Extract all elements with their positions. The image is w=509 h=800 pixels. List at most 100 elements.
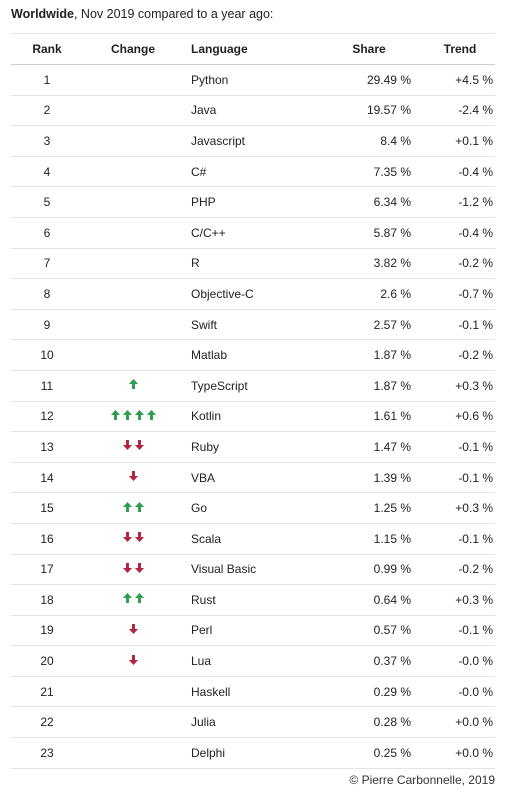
share-cell: 1.87 % xyxy=(311,339,427,371)
trend-cell: +0.1 % xyxy=(427,125,495,157)
language-cell: Perl xyxy=(183,615,311,647)
table-row: 4 C# 7.35 % -0.4 % xyxy=(11,156,495,188)
table-row: 8 Objective-C 2.6 % -0.7 % xyxy=(11,278,495,310)
change-cell xyxy=(83,584,183,616)
table-row: 14 VBA 1.39 % -0.1 % xyxy=(11,462,495,494)
table-row: 2 Java 19.57 % -2.4 % xyxy=(11,95,495,127)
rank-cell: 6 xyxy=(11,217,83,249)
trend-cell: -1.2 % xyxy=(427,186,495,218)
change-cell xyxy=(83,248,183,280)
arrow-up-icon xyxy=(122,409,132,420)
language-cell: Lua xyxy=(183,645,311,677)
share-cell: 7.35 % xyxy=(311,156,427,188)
rank-cell: 22 xyxy=(11,706,83,739)
trend-cell: -0.0 % xyxy=(427,645,495,677)
language-cell: Python xyxy=(183,64,311,96)
arrow-up-icon xyxy=(134,501,144,512)
language-cell: Scala xyxy=(183,523,311,555)
table-row: 10 Matlab 1.87 % -0.2 % xyxy=(11,339,495,371)
share-cell: 0.28 % xyxy=(311,706,427,739)
arrow-down-icon xyxy=(122,532,132,543)
language-cell: C# xyxy=(183,156,311,188)
language-cell: Julia xyxy=(183,706,311,739)
arrow-up-icon xyxy=(122,501,132,512)
header-change: Change xyxy=(83,33,183,65)
language-cell: Objective-C xyxy=(183,278,311,310)
table-row: 15 Go 1.25 % +0.3 % xyxy=(11,492,495,524)
arrow-down-icon xyxy=(134,440,144,451)
trend-cell: -0.1 % xyxy=(427,523,495,555)
trend-cell: -0.2 % xyxy=(427,339,495,371)
trend-cell: -0.4 % xyxy=(427,156,495,188)
copyright-footer: © Pierre Carbonnelle, 2019 xyxy=(349,773,495,787)
table-row: 20 Lua 0.37 % -0.0 % xyxy=(11,645,495,677)
trend-cell: +0.0 % xyxy=(427,737,495,769)
trend-cell: +4.5 % xyxy=(427,64,495,96)
arrow-down-icon xyxy=(128,470,138,482)
table-row: 6 C/C++ 5.87 % -0.4 % xyxy=(11,217,495,249)
language-cell: Java xyxy=(183,95,311,127)
share-cell: 2.6 % xyxy=(311,278,427,310)
share-cell: 6.34 % xyxy=(311,186,427,218)
table-row: 5 PHP 6.34 % -1.2 % xyxy=(11,186,495,218)
table-row: 9 Swift 2.57 % -0.1 % xyxy=(11,309,495,341)
trend-cell: +0.3 % xyxy=(427,370,495,402)
language-cell: Kotlin xyxy=(183,401,311,433)
rank-cell: 10 xyxy=(11,339,83,371)
share-cell: 0.25 % xyxy=(311,737,427,769)
change-cell xyxy=(83,278,183,310)
rank-cell: 16 xyxy=(11,523,83,555)
arrow-down-icon xyxy=(128,623,138,635)
change-indicator xyxy=(122,531,145,543)
arrow-down-icon xyxy=(122,562,132,573)
table-row: 3 Javascript 8.4 % +0.1 % xyxy=(11,125,495,157)
change-cell xyxy=(83,309,183,341)
table-body: 1 Python 29.49 % +4.5 % 2 Java 19.57 % -2.4 % 3 J… xyxy=(11,64,495,769)
table-row: 22 Julia 0.28 % +0.0 % xyxy=(11,706,495,739)
share-cell: 3.82 % xyxy=(311,248,427,280)
language-cell: Haskell xyxy=(183,676,311,708)
share-cell: 1.15 % xyxy=(311,523,427,555)
arrow-up-icon xyxy=(134,409,144,420)
share-cell: 1.61 % xyxy=(311,401,427,433)
table-row: 18 Rust 0.64 % +0.3 % xyxy=(11,584,495,616)
arrow-down-icon xyxy=(134,562,144,573)
rank-cell: 23 xyxy=(11,737,83,769)
share-cell: 1.47 % xyxy=(311,431,427,463)
table-row: 11 TypeScript 1.87 % +0.3 % xyxy=(11,370,495,402)
trend-cell: +0.6 % xyxy=(427,401,495,433)
table-row: 13 Ruby 1.47 % -0.1 % xyxy=(11,431,495,463)
change-cell xyxy=(83,186,183,218)
change-indicator xyxy=(128,654,139,666)
change-cell xyxy=(83,339,183,371)
share-cell: 2.57 % xyxy=(311,309,427,341)
trend-cell: +0.0 % xyxy=(427,706,495,739)
change-cell xyxy=(83,554,183,586)
rank-cell: 12 xyxy=(11,401,83,433)
change-cell xyxy=(83,217,183,249)
change-cell xyxy=(83,125,183,157)
arrow-up-icon xyxy=(122,593,132,604)
table-row: 7 R 3.82 % -0.2 % xyxy=(11,248,495,280)
trend-cell: -0.1 % xyxy=(427,431,495,463)
trend-cell: -0.2 % xyxy=(427,248,495,280)
trend-cell: -0.1 % xyxy=(427,462,495,494)
share-cell: 1.87 % xyxy=(311,370,427,402)
table-row: 17 Visual Basic 0.99 % -0.2 % xyxy=(11,554,495,586)
ranking-table: Rank Change Language Share Trend 1 Python… xyxy=(11,33,495,769)
rank-cell: 14 xyxy=(11,462,83,494)
change-indicator xyxy=(122,439,145,451)
change-cell xyxy=(83,645,183,677)
share-cell: 0.64 % xyxy=(311,584,427,616)
table-caption: Worldwide, Nov 2019 compared to a year a… xyxy=(11,7,273,21)
caption-text: , Nov 2019 compared to a year ago: xyxy=(73,7,274,21)
language-cell: Matlab xyxy=(183,339,311,371)
change-cell xyxy=(83,676,183,708)
change-cell xyxy=(83,401,183,433)
trend-cell: -0.1 % xyxy=(427,615,495,647)
trend-cell: -0.0 % xyxy=(427,676,495,708)
share-cell: 5.87 % xyxy=(311,217,427,249)
arrow-down-icon xyxy=(122,440,132,451)
change-cell xyxy=(83,615,183,647)
table-row: 12 Kotlin 1.61 % +0.6 % xyxy=(11,401,495,433)
